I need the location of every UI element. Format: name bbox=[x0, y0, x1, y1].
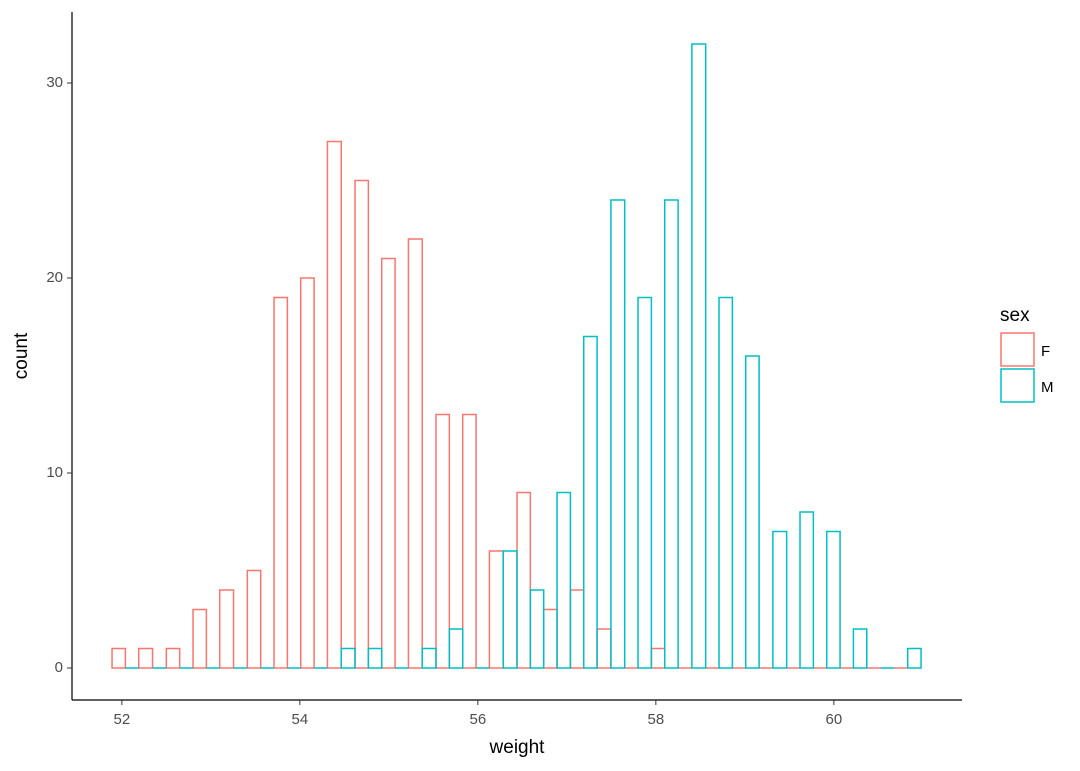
legend-key bbox=[1000, 368, 1035, 403]
bar bbox=[326, 140, 342, 669]
bar bbox=[596, 628, 612, 669]
bar bbox=[138, 647, 154, 669]
bar bbox=[502, 550, 518, 669]
bar bbox=[435, 413, 451, 669]
bar bbox=[691, 43, 707, 669]
bar bbox=[218, 589, 235, 669]
bar bbox=[488, 550, 504, 669]
bar bbox=[583, 335, 598, 669]
bar bbox=[744, 355, 760, 669]
legend-label: F bbox=[1041, 343, 1050, 360]
bar bbox=[111, 647, 127, 669]
bar bbox=[906, 647, 922, 669]
bar bbox=[192, 608, 208, 669]
y-axis-title: count bbox=[11, 332, 32, 379]
x-axis-title: weight bbox=[489, 737, 546, 758]
bar bbox=[542, 608, 558, 669]
bar bbox=[663, 199, 679, 669]
bar bbox=[340, 647, 356, 669]
bar bbox=[610, 199, 626, 669]
bar bbox=[165, 647, 181, 669]
x-tick-label: 52 bbox=[113, 711, 130, 728]
legend-label: M bbox=[1041, 379, 1054, 396]
bar bbox=[407, 238, 423, 669]
bar bbox=[299, 277, 315, 669]
bar bbox=[852, 628, 868, 669]
bar bbox=[273, 296, 289, 669]
legend-key bbox=[1000, 332, 1035, 367]
bar bbox=[772, 530, 788, 669]
bar bbox=[799, 511, 815, 669]
y-tick-label: 0 bbox=[55, 659, 63, 676]
bar bbox=[569, 589, 585, 669]
bar bbox=[246, 569, 262, 669]
x-tick-label: 54 bbox=[291, 711, 308, 728]
bar bbox=[529, 589, 545, 669]
x-tick-label: 56 bbox=[469, 711, 486, 728]
y-tick-label: 10 bbox=[46, 464, 63, 481]
bar bbox=[367, 647, 383, 669]
bar bbox=[650, 647, 666, 669]
bar bbox=[825, 530, 841, 669]
bar bbox=[461, 413, 477, 669]
bar bbox=[637, 296, 653, 669]
bar bbox=[556, 491, 572, 669]
x-tick-label: 60 bbox=[825, 711, 842, 728]
bar bbox=[516, 491, 532, 669]
y-tick-label: 20 bbox=[46, 269, 63, 286]
bar bbox=[448, 628, 464, 669]
bar bbox=[354, 179, 370, 669]
bar bbox=[718, 296, 734, 669]
bar bbox=[380, 257, 396, 669]
x-tick-label: 58 bbox=[647, 711, 664, 728]
legend-title: sex bbox=[1000, 305, 1030, 326]
bar bbox=[421, 647, 437, 669]
y-tick-label: 30 bbox=[46, 74, 63, 91]
